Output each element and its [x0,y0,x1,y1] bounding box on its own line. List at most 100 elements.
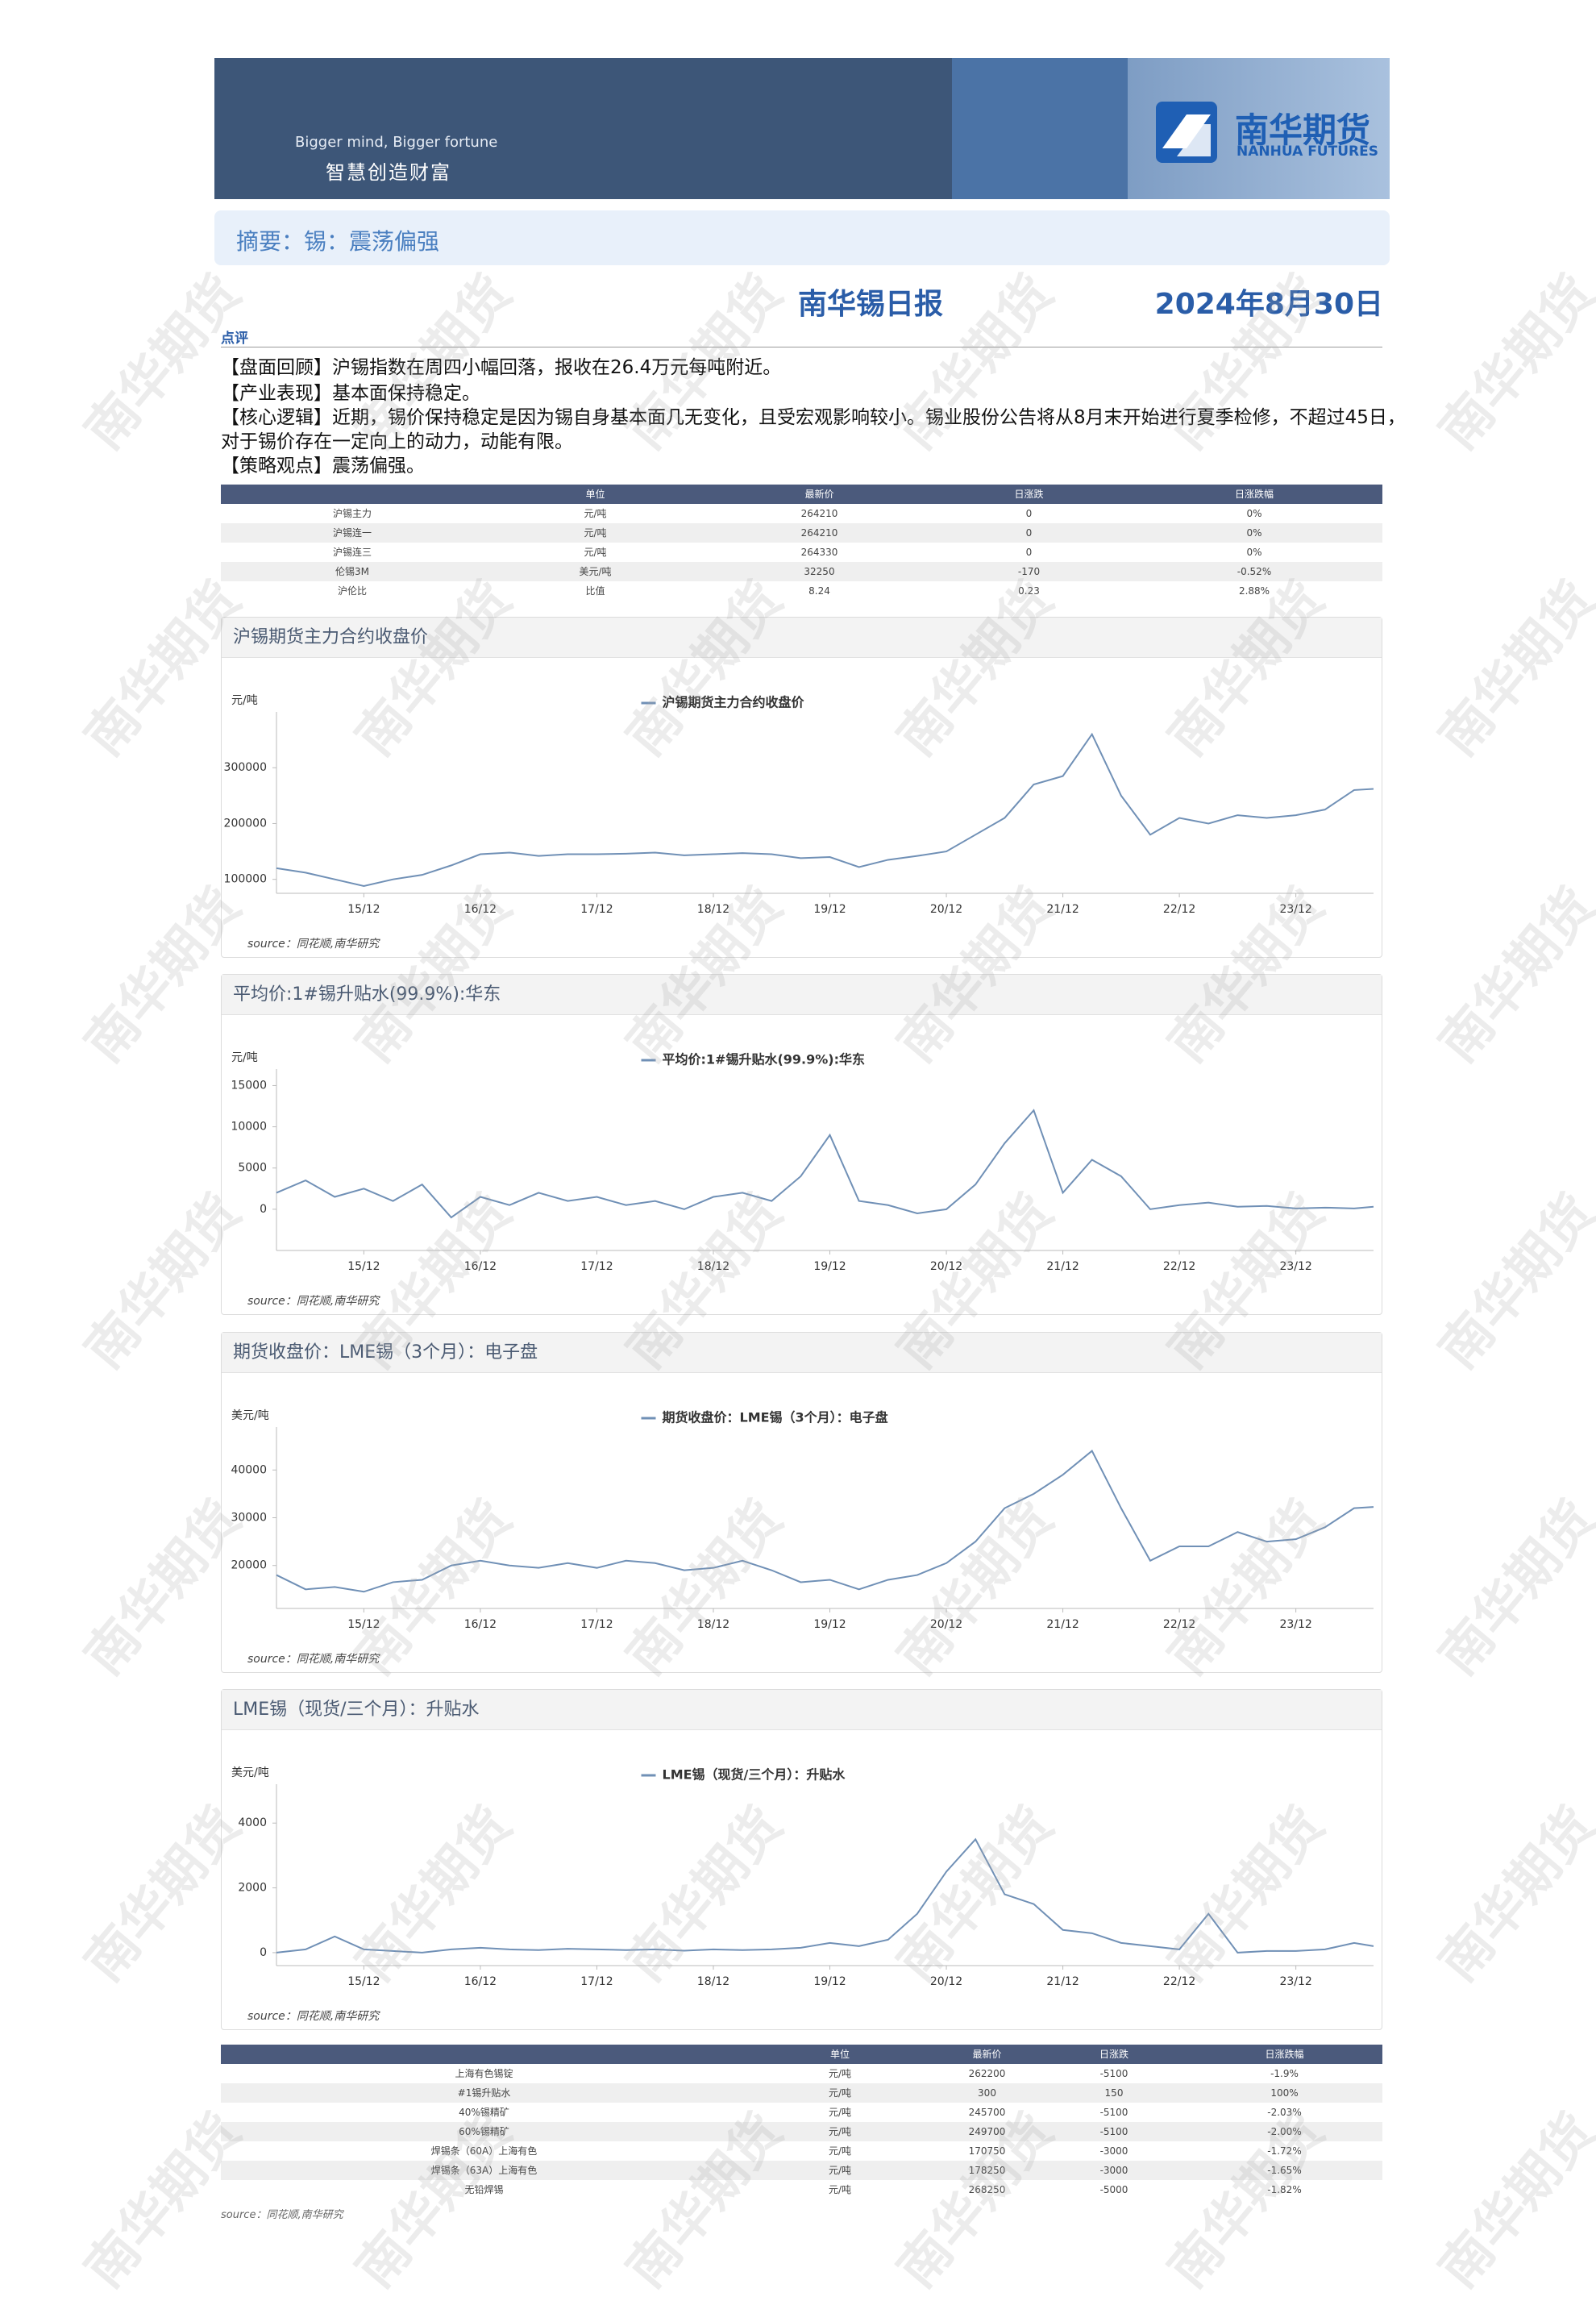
y-tick-label: 10000 [231,1121,267,1134]
chart-title: LME锡（现货/三个月）：升贴水 [222,1690,1382,1730]
cell: 沪伦比 [337,585,367,597]
table-row: 40%锡精矿 元/吨 245700 -5100 -2.03% [221,2103,1382,2122]
cell: -5100 [1099,2126,1128,2137]
chart-source: source：同花顺,南华研究 [247,2010,380,2023]
summary: 摘要：锡：震荡偏强 [236,228,440,255]
footer-source: source：同花顺,南华研究 [221,2209,343,2221]
legend-label: LME锡（现货/三个月）：升贴水 [663,1767,846,1783]
x-tick-label: 17/12 [580,1618,613,1631]
cell: -1.82% [1267,2184,1302,2195]
y-tick-label: 20000 [231,1559,267,1572]
table-row: 沪锡连一 元/吨 264210 0 0% [221,523,1382,543]
watermark: 南华期货 [1428,1184,1596,1380]
spot-table: 单位 最新价 日涨跌 日涨跌幅 上海有色锡锭 元/吨 262200 -5100 -1.9% #1锡… [221,2045,1382,2199]
table-row: #1锡升贴水 元/吨 300 150 100% [221,2083,1382,2103]
cell: 268250 [968,2184,1006,2195]
header-banner [214,58,1390,199]
header-cell: 最新价 [972,2049,1002,2060]
price-table: 单位 最新价 日涨跌 日涨跌幅 沪锡主力 元/吨 264210 0 0% 沪锡连一 元/吨 26421… [221,485,1382,601]
cell: -1.72% [1267,2145,1302,2157]
table-row: 沪锡连三 元/吨 264330 0 0% [221,543,1382,562]
table-row: 焊锡条（60A）上海有色 元/吨 170750 -3000 -1.72% [221,2141,1382,2161]
cell: 0 [1025,547,1033,558]
table-row: 沪锡主力 元/吨 264210 0 0% [221,504,1382,523]
cell: 元/吨 [828,2126,852,2137]
x-tick-label: 19/12 [813,1618,846,1631]
cell: 264210 [800,508,838,519]
cell: 0.23 [1018,585,1040,597]
y-tick-label: 200000 [224,817,267,830]
cell: 245700 [968,2107,1006,2118]
x-tick-label: 16/12 [464,1618,497,1631]
watermark: 南华期货 [1428,571,1596,768]
cell: 60%锡精矿 [459,2126,509,2137]
y-axis-label: 元/吨 [231,1051,258,1064]
comment-label: 点评 [221,331,248,347]
chart-source: source：同花顺,南华研究 [247,938,380,951]
cell: 元/吨 [828,2184,852,2195]
data-line [276,1109,1374,1219]
cell: 元/吨 [584,547,607,558]
table-row: 无铅焊锡 元/吨 268250 -5000 -1.82% [221,2180,1382,2199]
cell: 170750 [968,2145,1006,2157]
x-tick-label: 21/12 [1046,1260,1079,1273]
cell: 150 [1104,2087,1124,2099]
logo-en: NANHUA FUTURES [1236,144,1378,160]
x-tick-label: 15/12 [347,903,380,916]
comment-line: 对于锡价存在一定向上的动力，动能有限。 [221,431,573,452]
watermark: 南华期货 [1428,1490,1596,1687]
cell: 元/吨 [828,2068,852,2079]
x-tick-label: 23/12 [1279,1618,1311,1631]
x-tick-label: 20/12 [930,903,962,916]
y-tick-label: 0 [260,1203,267,1216]
cell: 美元/吨 [579,566,612,577]
y-tick-label: 40000 [231,1463,267,1476]
x-tick-label: 15/12 [347,1260,380,1273]
x-tick-label: 21/12 [1046,1975,1079,1988]
logo-icon [1156,102,1217,163]
x-tick-label: 17/12 [580,1260,613,1273]
watermark: 南华期货 [1428,2103,1596,2299]
chart-panel: 沪锡期货主力合约收盘价 元/吨 100000 200000 300000 15/12 16/… [221,617,1382,958]
y-tick-label: 15000 [231,1079,267,1092]
cell: 249700 [968,2126,1006,2137]
y-axis-label: 美元/吨 [231,1766,269,1779]
chart-title: 平均价:1#锡升贴水(99.9%):华东 [222,975,1382,1015]
comment-line: 【核心逻辑】近期，锡价保持稳定是因为锡自身基本面几无变化，且受宏观影响较小。锡业… [221,407,1406,428]
header-cell: 日涨跌 [1099,2049,1128,2060]
x-tick-label: 18/12 [697,1975,729,1988]
table-row: 上海有色锡锭 元/吨 262200 -5100 -1.9% [221,2064,1382,2083]
cell: -1.65% [1267,2165,1302,2176]
cell: -170 [1017,566,1041,577]
header-row: 单位 最新价 日涨跌 日涨跌幅 [221,2045,1382,2064]
table-row: 焊锡条（63A）上海有色 元/吨 178250 -3000 -1.65% [221,2161,1382,2180]
cell: 40%锡精矿 [459,2107,509,2118]
header-cell: 单位 [585,489,605,500]
x-tick-label: 17/12 [580,1975,613,1988]
comment-line: 【盘面回顾】沪锡指数在周四小幅回落，报收在26.4万元每吨附近。 [221,357,782,378]
cell: 264210 [800,527,838,539]
y-tick-label: 0 [260,1946,267,1959]
report-date: 2024年8月30日 [1154,288,1383,321]
x-tick-label: 19/12 [813,1975,846,1988]
cell: 元/吨 [828,2087,852,2099]
x-tick-label: 19/12 [813,903,846,916]
header-cell: 日涨跌幅 [1234,489,1274,500]
y-tick-label: 2000 [238,1882,267,1895]
header-cell [221,2045,747,2064]
cell: -3000 [1099,2165,1128,2176]
cell: 沪锡连一 [332,527,372,539]
cell: 上海有色锡锭 [455,2068,513,2079]
header-cell: 日涨跌 [1014,489,1044,500]
legend-label: 平均价:1#锡升贴水(99.9%):华东 [663,1052,865,1067]
x-tick-label: 16/12 [464,1975,497,1988]
cell: 2.88% [1238,585,1270,597]
chart-title: 沪锡期货主力合约收盘价 [222,618,1382,658]
cell: 焊锡条（60A）上海有色 [430,2145,538,2157]
cell: 焊锡条（63A）上海有色 [430,2165,538,2176]
cell: -5100 [1099,2068,1128,2079]
header-cell: 日涨跌幅 [1265,2049,1304,2060]
x-tick-label: 17/12 [580,903,613,916]
cell: 沪锡主力 [332,508,372,519]
header-cell: 单位 [829,2049,850,2060]
